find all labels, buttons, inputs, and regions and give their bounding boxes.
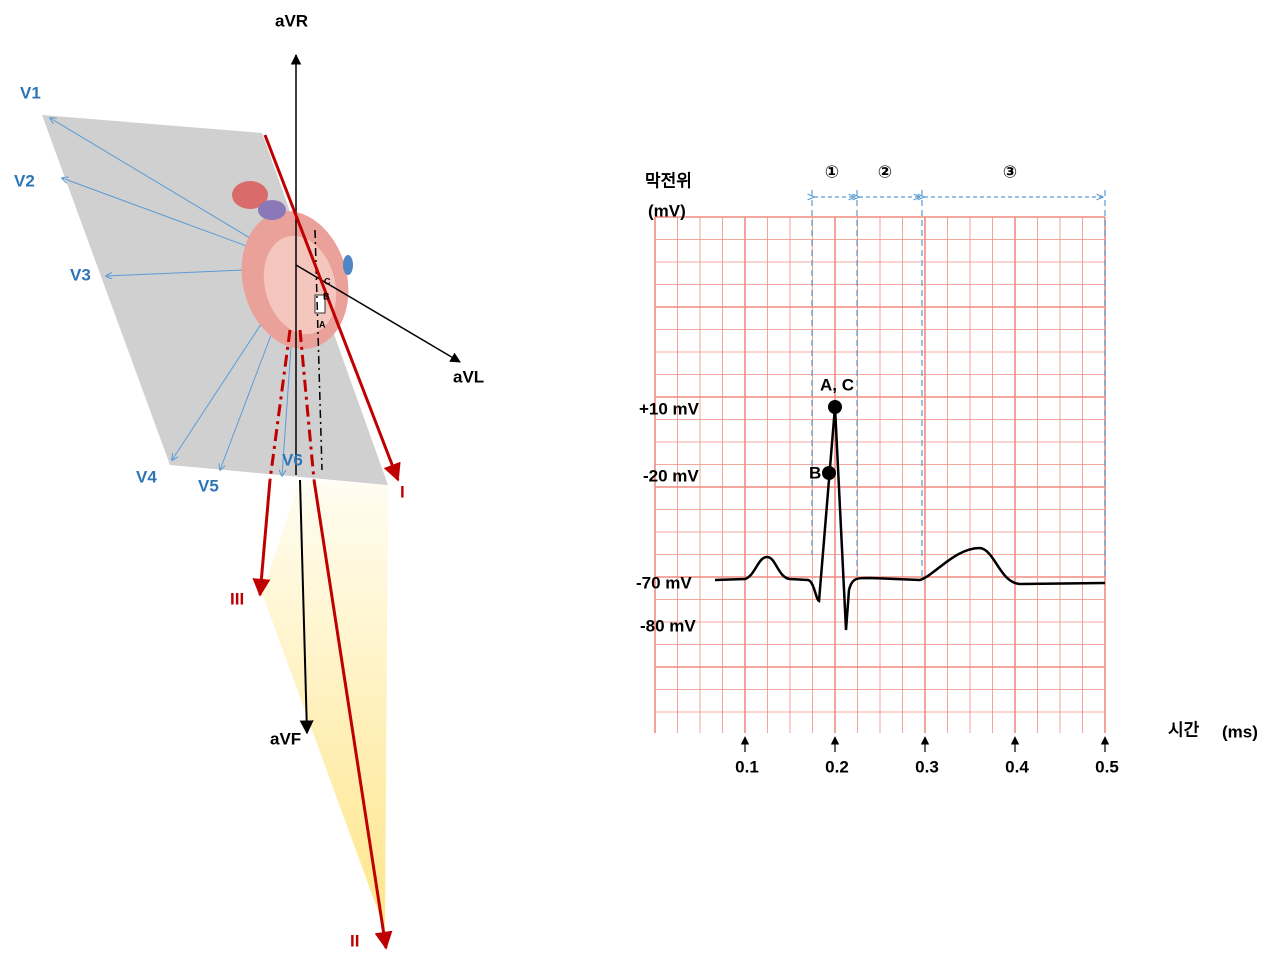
chest-lead-label: V1 [20, 83, 41, 102]
y-label: +10 mV [639, 399, 700, 418]
frontal-plane [262, 480, 388, 930]
lead-ii [312, 479, 393, 950]
heart-point: B [323, 291, 330, 301]
phase-label: ① [825, 162, 839, 181]
horizontal-plane [42, 115, 388, 485]
lead-label: aVR [275, 11, 308, 30]
x-label: 0.1 [735, 757, 759, 776]
chest-lead-label: V3 [70, 265, 91, 284]
avf-axis [299, 479, 314, 735]
lead-label: II [350, 931, 359, 950]
heart [232, 181, 353, 349]
ecg-grid [654, 216, 1106, 733]
lead-i [263, 134, 401, 482]
x-unit: (ms) [1222, 722, 1258, 741]
lead-diagram: aVR aVL aVF I II III V1 V2 V3 V4 V5 V6 C… [14, 11, 484, 950]
lead-iii [252, 479, 272, 597]
y-unit: (mV) [648, 201, 686, 220]
point-b [822, 466, 836, 480]
point-ac [828, 400, 842, 414]
lead-label: I [400, 482, 405, 501]
lead-iii-dash [268, 329, 292, 481]
y-title: 막전위 [645, 171, 692, 190]
chest-lead-label: V5 [198, 476, 219, 495]
x-label: 0.2 [825, 757, 849, 776]
x-label: 0.5 [1095, 757, 1119, 776]
y-label: -80 mV [640, 616, 696, 635]
avl-axis [295, 264, 461, 363]
y-label: -20 mV [643, 466, 699, 485]
phase-label: ② [878, 162, 892, 181]
point-label: A, C [820, 375, 854, 394]
lead-label: III [230, 589, 244, 608]
chest-lead-label: V6 [282, 450, 303, 469]
x-label: 0.3 [915, 757, 939, 776]
heart-point: A [319, 319, 326, 329]
chest-lead-label: V4 [136, 467, 157, 486]
x-title: 시간 [1168, 720, 1200, 739]
lead-label: aVF [270, 729, 301, 748]
y-label: -70 mV [636, 573, 692, 592]
action-potential-curve [714, 406, 1106, 631]
heart-point: C [324, 276, 331, 286]
phase-markers [812, 190, 1106, 580]
lead-ii-dash [298, 329, 316, 481]
phase-label: ③ [1003, 162, 1017, 181]
point-label: B [809, 463, 821, 482]
x-label: 0.4 [1005, 757, 1029, 776]
lead-label: aVL [453, 367, 484, 386]
chest-lead-label: V2 [14, 171, 35, 190]
x-ticks: 0.1 0.2 0.3 0.4 0.5 [735, 736, 1119, 776]
